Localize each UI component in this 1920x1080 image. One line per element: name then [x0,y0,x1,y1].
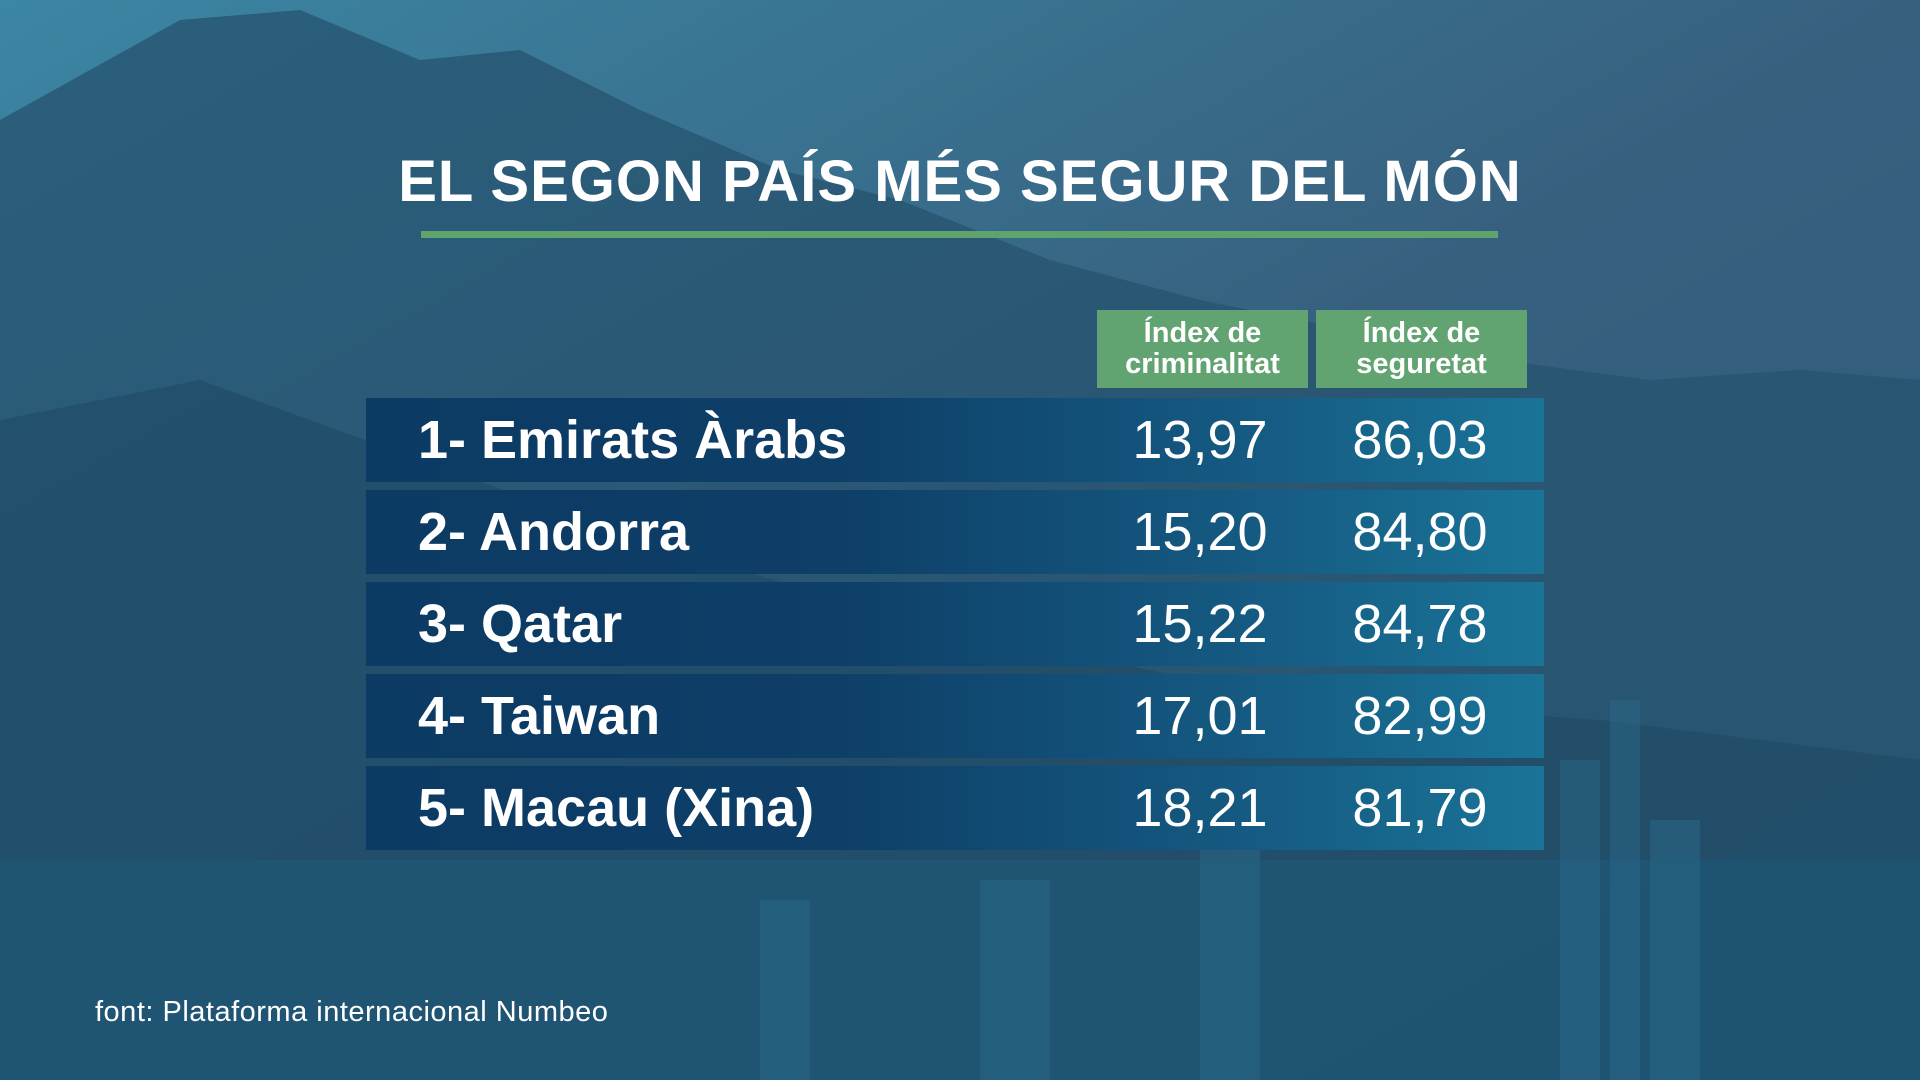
criminality-value: 15,20 [1132,502,1268,562]
safety-value: 84,78 [1352,594,1488,654]
country-label: 1- Emirats Àrabs [418,410,848,470]
table-row: 5- Macau (Xina) 18,21 81,79 [366,766,1544,850]
table-row: 4- Taiwan 17,01 82,99 [366,674,1544,758]
criminality-value: 18,21 [1132,778,1268,838]
safety-value: 81,79 [1352,778,1488,838]
safety-value: 82,99 [1352,686,1488,746]
source-caption: font: Plataforma internacional Numbeo [95,996,609,1028]
safety-value: 86,03 [1352,410,1488,470]
country-label: 2- Andorra [418,502,690,562]
column-header-safety-line2: seguretat [1356,348,1487,380]
column-header-criminality: Índex de criminalitat [1097,310,1308,388]
criminality-value: 17,01 [1132,686,1268,746]
country-label: 3- Qatar [418,594,623,654]
safety-value: 84,80 [1352,502,1488,562]
page-title: EL SEGON PAÍS MÉS SEGUR DEL MÓN [398,149,1522,214]
criminality-value: 15,22 [1132,594,1268,654]
title-underline [421,231,1498,238]
column-header-criminality-line1: Índex de [1143,317,1262,349]
table-row: 3- Qatar 15,22 84,78 [366,582,1544,666]
table-row: 1- Emirats Àrabs 13,97 86,03 [366,398,1544,482]
table-row: 2- Andorra 15,20 84,80 [366,490,1544,574]
country-label: 5- Macau (Xina) [418,778,815,838]
ranking-table: 1- Emirats Àrabs 13,97 86,03 2- Andorra … [366,398,1544,858]
column-header-safety-line1: Índex de [1362,317,1481,349]
criminality-value: 13,97 [1132,410,1268,470]
column-header-safety: Índex de seguretat [1316,310,1527,388]
column-header-criminality-line2: criminalitat [1125,348,1280,380]
country-label: 4- Taiwan [418,686,661,746]
